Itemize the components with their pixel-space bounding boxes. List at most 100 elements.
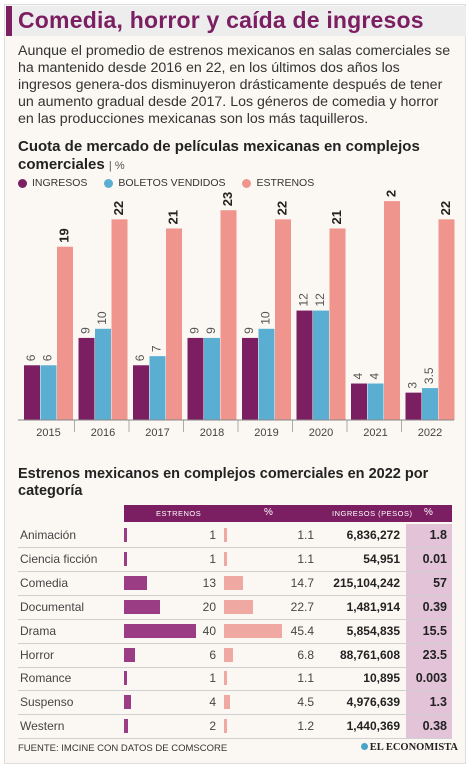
- data-label: 4: [368, 373, 382, 380]
- ingresos-value: 1,440,369: [346, 719, 400, 734]
- row-category: Western: [20, 719, 65, 734]
- bar-ingresos-2018: [187, 337, 204, 420]
- ingresos-value: 88,761,608: [339, 647, 400, 662]
- bar-ingresos-2020: [296, 310, 313, 420]
- bar-estrenos-2015: [57, 246, 73, 420]
- header-ingresos-pct: %: [424, 507, 434, 518]
- table-row: Ciencia ficción 1 1.1 54,951 0.01: [18, 547, 452, 572]
- ingresos-value: 5,854,835: [346, 623, 400, 638]
- estrenos-pct-bar: [224, 623, 282, 638]
- bar-boletos-vendidos-2017: [149, 356, 166, 420]
- estrenos-pct-value: 1.1: [297, 528, 314, 542]
- bar-boletos-vendidos-2022: [422, 388, 438, 420]
- ingresos-value: 10,895: [363, 671, 400, 686]
- page-title: Comedia, horror y caída de ingresos: [18, 7, 424, 33]
- x-tick-label: 2021: [363, 427, 387, 439]
- table-row: Suspenso 4 4.5 4,976,639 1.3: [18, 691, 452, 716]
- bar-ingresos-2017: [133, 365, 149, 420]
- bar-boletos-vendidos-2016: [95, 328, 111, 420]
- row-category: Horror: [20, 647, 55, 662]
- x-tick-label: 2015: [36, 427, 60, 439]
- bar-estrenos-2020: [329, 228, 346, 420]
- estrenos-pct-value: 1.1: [297, 671, 314, 686]
- bar-estrenos-2022: [438, 219, 455, 420]
- chart-title-text: Cuota de mercado de películas mexicanas …: [18, 138, 420, 173]
- estrenos-pct-bar: [224, 599, 253, 614]
- estrenos-bar: [124, 719, 128, 734]
- table-row: Horror 6 6.8 88,761,608 23.5: [18, 643, 452, 668]
- data-label: 21: [329, 210, 344, 224]
- estrenos-bar: [124, 647, 135, 662]
- bar-estrenos-2017: [166, 228, 182, 420]
- row-category: Documental: [20, 599, 85, 614]
- estrenos-bar: [124, 599, 160, 614]
- estrenos-bar: [124, 528, 127, 542]
- chart-title: Cuota de mercado de películas mexicanas …: [18, 138, 454, 175]
- row-category: Animación: [20, 528, 77, 542]
- bar-ingresos-2015: [24, 365, 40, 420]
- estrenos-value: 1: [209, 551, 216, 566]
- header-ingresos: INGRESOS (PESOS): [332, 509, 413, 518]
- ingresos-pct-value: 0.01: [406, 547, 452, 571]
- x-tick-label: 2022: [418, 427, 442, 439]
- bar-boletos-vendidos-2019: [258, 328, 275, 420]
- data-label: 4: [351, 373, 365, 380]
- legend-item-estrenos: ESTRENOS: [242, 177, 314, 189]
- estrenos-pct-bar: [224, 551, 227, 566]
- bar-boletos-vendidos-2018: [204, 337, 220, 420]
- estrenos-value: 13: [202, 575, 216, 590]
- table-row: Comedia 13 14.7 215,104,242 57: [18, 571, 452, 596]
- table-row: Drama 40 45.4 5,854,835 15.5: [18, 619, 452, 644]
- estrenos-value: 1: [209, 671, 216, 686]
- estrenos-value: 40: [202, 623, 216, 638]
- estrenos-pct-value: 6.8: [297, 647, 314, 662]
- estrenos-pct-bar: [224, 528, 227, 542]
- ingresos-pct-value: 23.5: [406, 643, 452, 667]
- legend-swatch-ingresos: [18, 178, 27, 188]
- table-title: Estrenos mexicanos en complejos comercia…: [18, 466, 429, 499]
- legend-item-ingresos: INGRESOS: [18, 177, 87, 189]
- legend-label-estrenos: ESTRENOS: [256, 177, 315, 189]
- chart-unit: | %: [108, 159, 125, 172]
- estrenos-pct-bar: [224, 719, 227, 734]
- header-pct: %: [264, 507, 274, 518]
- ingresos-value: 215,104,242: [333, 575, 400, 590]
- data-label: 9: [188, 327, 202, 334]
- bar-estrenos-2016: [111, 219, 128, 420]
- chart-legend: INGRESOS BOLETOS VENDIDOS ESTRENOS: [18, 177, 328, 191]
- ingresos-pct-value: 0.003: [406, 667, 452, 691]
- estrenos-bar: [124, 551, 127, 566]
- bar-ingresos-2022: [405, 392, 422, 420]
- ingresos-value: 54,951: [363, 551, 400, 566]
- data-label: 23: [220, 192, 235, 206]
- ingresos-pct-value: 1.3: [406, 691, 452, 715]
- data-label: 10: [259, 311, 273, 325]
- data-label: 6: [41, 354, 55, 361]
- x-tick-label: 2017: [145, 427, 169, 439]
- estrenos-value: 2: [209, 719, 216, 734]
- estrenos-pct-value: 22.7: [290, 599, 314, 614]
- legend-item-boletos: BOLETOS VENDIDOS: [104, 177, 226, 189]
- table-row: Western 2 1.2 1,440,369 0.38: [18, 715, 452, 740]
- bar-estrenos-2019: [275, 219, 291, 420]
- source-note: FUENTE: IMCINE CON DATOS DE COMSCORE: [18, 743, 228, 754]
- data-label: 9: [204, 327, 218, 334]
- data-label: 6: [133, 354, 147, 361]
- data-label: 9: [79, 327, 93, 334]
- row-category: Romance: [20, 671, 72, 686]
- bar-ingresos-2021: [351, 383, 367, 420]
- table-header: ESTRENOS % INGRESOS (PESOS) %: [124, 505, 452, 522]
- title-band: [6, 6, 466, 36]
- data-label: 9: [242, 327, 256, 334]
- data-label: 3.5: [422, 367, 436, 384]
- estrenos-pct-value: 1.2: [297, 719, 314, 734]
- table-row: Documental 20 22.7 1,481,914 0.39: [18, 595, 452, 620]
- data-label: 21: [165, 210, 180, 224]
- data-label: 22: [438, 201, 453, 215]
- estrenos-pct-value: 4.5: [297, 695, 314, 710]
- ingresos-value: 4,976,639: [346, 695, 400, 710]
- data-label: 6: [24, 354, 38, 361]
- ingresos-pct-value: 15.5: [406, 619, 452, 643]
- legend-swatch-estrenos: [242, 178, 252, 188]
